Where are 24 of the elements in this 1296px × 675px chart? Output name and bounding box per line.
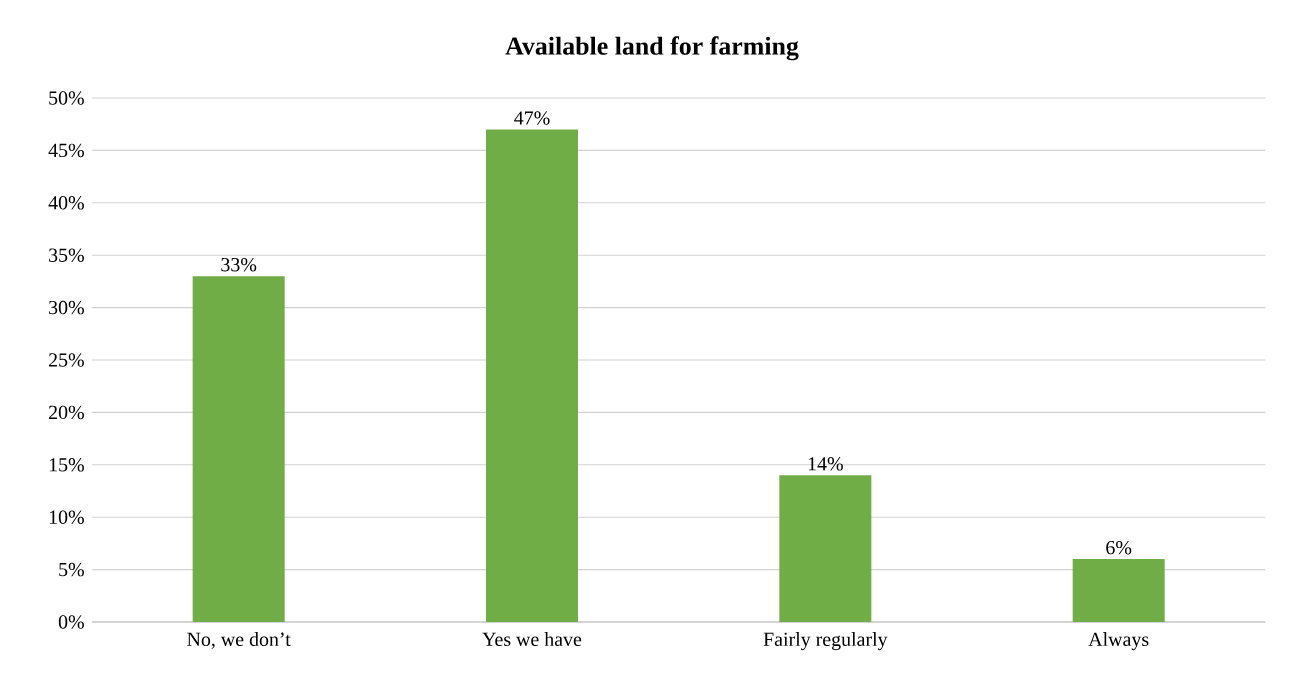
y-tick-label: 30% [49,300,84,315]
x-tick-label: No, we don’t [187,632,291,649]
y-tick-label: 15% [49,458,84,472]
y-tick-label: 50% [49,91,84,105]
chart-title: Available land for farming [505,36,799,61]
y-tick-label: 40% [48,196,84,210]
x-tick-label: Fairly regularly [763,632,888,651]
y-tick-label: 20% [48,405,84,420]
y-tick-label: 45% [48,143,84,158]
y-tick-label: 35% [49,248,84,262]
bar [192,276,285,622]
x-tick-label: Always [1088,632,1149,651]
x-tick-label: Yes we have [482,632,582,647]
y-tick-label: 5% [59,562,84,577]
data-label: 6% [1106,540,1132,555]
y-tick-label: 0% [58,615,84,629]
data-label: 47% [514,111,550,125]
y-tick-label: 25% [48,353,84,367]
data-label: 14% [808,457,843,471]
bar [486,129,579,622]
data-label: 33% [221,257,257,272]
bar [1072,559,1165,622]
bar [779,475,872,622]
y-tick-label: 10% [49,510,84,524]
